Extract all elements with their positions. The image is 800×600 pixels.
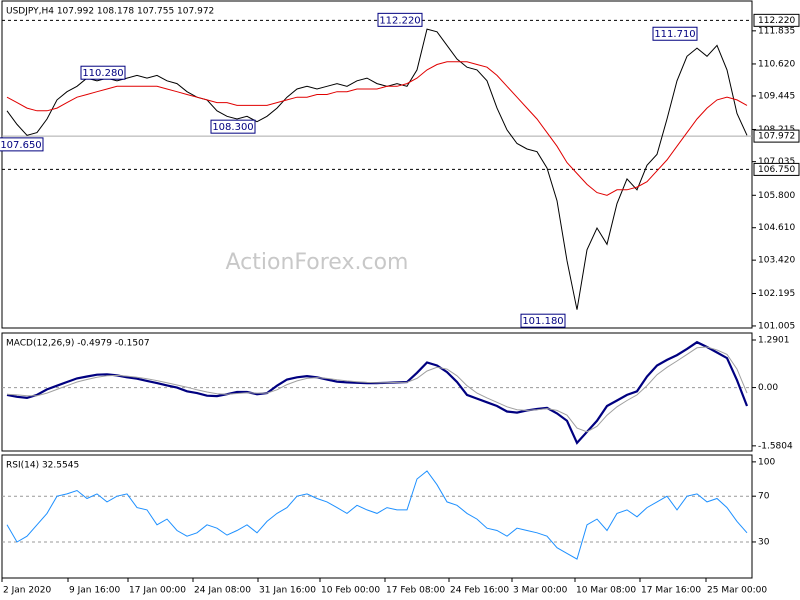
y-tick-label: 102.195 — [758, 289, 795, 299]
x-tick-label: 10 Feb 00:00 — [321, 586, 380, 596]
watermark: ActionForex.com — [226, 250, 409, 275]
title-bg — [3, 3, 11, 4]
y-tick-label: 0.00 — [758, 383, 778, 393]
x-tick-label: 9 Jan 16:00 — [69, 586, 121, 596]
x-tick-label: 25 Mar 00:00 — [707, 586, 767, 596]
x-tick-label: 3 Mar 00:00 — [513, 586, 568, 596]
level-box — [753, 13, 800, 27]
series-line — [6, 340, 749, 445]
x-tick-label: 2 Jan 2020 — [3, 586, 51, 596]
last-price-label: 107.972 — [758, 132, 795, 142]
series-line — [6, 470, 748, 560]
y-tick-label: 1.2901 — [758, 336, 790, 346]
annotation-box — [210, 119, 256, 134]
panel-title: MACD(12,26,9) -0.4979 -0.1507 — [6, 339, 150, 349]
series-line — [6, 61, 748, 196]
annotation-box — [377, 12, 423, 27]
annotation-label: 107.650 — [0, 140, 41, 151]
panel-title: RSI(14) 32.5545 — [6, 461, 79, 471]
annotation-box — [80, 65, 126, 80]
annotation-label: 101.180 — [522, 316, 563, 327]
y-tick-label: 105.800 — [758, 191, 795, 201]
annotation-box — [520, 313, 566, 328]
level-label: 106.750 — [758, 165, 795, 175]
panel-frame — [1, 454, 753, 579]
y-tick-label: 101.005 — [758, 321, 795, 331]
annotation-label: 108.300 — [212, 122, 253, 133]
annotation-box — [652, 26, 698, 41]
annotation-box — [0, 137, 44, 152]
x-tick-label: 17 Mar 16:00 — [641, 586, 701, 596]
level-box — [753, 162, 800, 176]
y-tick-label: 100 — [758, 457, 775, 467]
level-label: 112.220 — [758, 16, 795, 26]
series-line — [6, 28, 748, 310]
x-tick-label: 17 Feb 08:00 — [386, 586, 445, 596]
last-price-box — [753, 129, 800, 143]
title-bg — [3, 335, 11, 336]
x-tick-label: 24 Feb 16:00 — [450, 586, 509, 596]
panel-frame — [1, 332, 753, 452]
y-tick-label: -1.5804 — [758, 441, 793, 451]
y-tick-label: 104.610 — [758, 223, 795, 233]
y-tick-label: 109.445 — [758, 91, 795, 101]
x-tick-label: 31 Jan 16:00 — [259, 586, 316, 596]
y-tick-label: 107.035 — [758, 157, 795, 167]
title-bg — [3, 457, 11, 458]
y-tick-label: 110.620 — [758, 59, 795, 69]
x-tick-label: 24 Jan 08:00 — [194, 586, 251, 596]
y-tick-label: 111.835 — [758, 26, 795, 36]
annotation-label: 111.710 — [654, 29, 695, 40]
annotation-label: 112.220 — [379, 15, 420, 26]
x-tick-label: 10 Mar 08:00 — [576, 586, 636, 596]
panel-frame — [1, 0, 753, 329]
y-tick-label: 70 — [758, 492, 770, 502]
series-line — [6, 346, 748, 433]
y-tick-label: 103.420 — [758, 256, 795, 266]
x-tick-label: 17 Jan 00:00 — [129, 586, 186, 596]
y-tick-label: 30 — [758, 537, 770, 547]
annotation-label: 110.280 — [82, 68, 123, 79]
panel-title: USDJPY,H4 107.992 108.178 107.755 107.97… — [6, 7, 214, 17]
